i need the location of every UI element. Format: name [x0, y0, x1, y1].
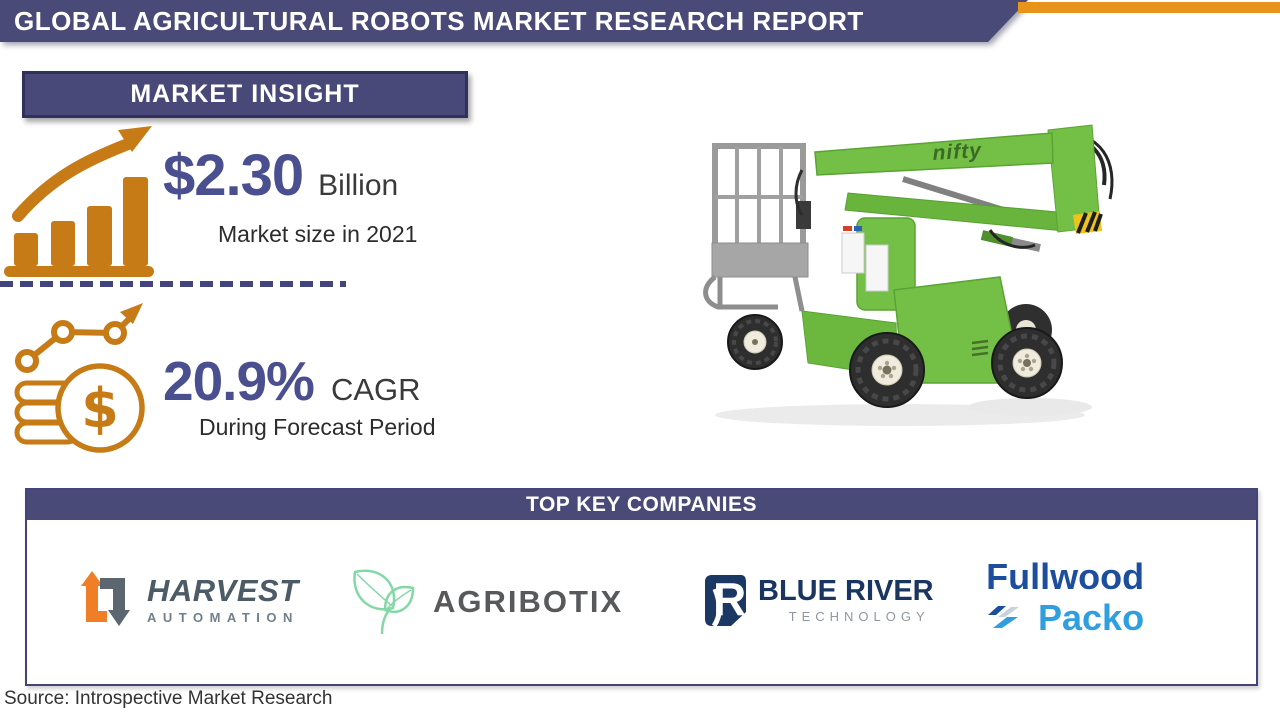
page-title: GLOBAL AGRICULTURAL ROBOTS MARKET RESEAR…: [14, 5, 864, 36]
blue-river-name: BLUE RIVER: [758, 574, 934, 607]
companies-title: TOP KEY COMPANIES: [526, 493, 757, 516]
product-image: nifty: [703, 124, 1114, 426]
market-insight-title: MARKET INSIGHT: [130, 80, 360, 108]
wheels: [727, 314, 1063, 408]
market-size-caption: Market size in 2021: [218, 221, 418, 247]
market-size-value-row: $2.30 Billion: [163, 147, 398, 205]
blue-river-icon: R: [705, 573, 746, 628]
fullwood-name: Fullwood: [986, 556, 1145, 597]
company-logo-harvest: HARVEST AUTOMATION: [77, 568, 299, 632]
fullwood-stripes-icon: [988, 605, 1019, 628]
companies-body: HARVEST AUTOMATION AGRIBOTIX R: [27, 520, 1256, 684]
market-size-value: $2.30: [163, 143, 304, 208]
companies-header: TOP KEY COMPANIES: [27, 490, 1256, 520]
agribotix-leaf-icon: [353, 569, 415, 635]
growth-bars-icon: [4, 126, 154, 277]
market-insight-title-box: MARKET INSIGHT: [22, 71, 468, 118]
platform-basket: [703, 143, 811, 312]
cagr-value: 20.9%: [163, 350, 315, 412]
packo-name: Packo: [1038, 596, 1145, 638]
company-logo-agribotix: AGRIBOTIX: [345, 564, 623, 638]
agribotix-name: AGRIBOTIX: [433, 583, 624, 619]
report-header: GLOBAL AGRICULTURAL ROBOTS MARKET RESEAR…: [0, 0, 1028, 42]
company-logo-fullwood-packo: Fullwood Packo: [985, 558, 1144, 636]
dollar-glyph: $: [81, 377, 119, 440]
report-header-band: GLOBAL AGRICULTURAL ROBOTS MARKET RESEAR…: [0, 0, 1028, 42]
market-size-unit: Billion: [318, 169, 399, 202]
blue-river-sub: TECHNOLOGY: [788, 608, 930, 624]
harvest-icon: [81, 571, 130, 626]
harvest-sub: AUTOMATION: [147, 610, 299, 625]
cagr-unit: CAGR: [330, 372, 421, 407]
dashed-divider: [0, 281, 346, 287]
product-brand-label: nifty: [932, 139, 983, 165]
source-note: Source: Introspective Market Research: [4, 688, 333, 709]
companies-panel: TOP KEY COMPANIES HARVEST AUTOMATION: [25, 488, 1258, 686]
harvest-name: HARVEST: [147, 573, 299, 608]
money-growth-icon: $: [14, 303, 145, 453]
cagr-value-row: 20.9% CAGR: [163, 354, 421, 409]
header-accent-strip: [1018, 2, 1280, 13]
company-logo-blue-river: R BLUE RIVER TECHNOLOGY: [700, 572, 934, 628]
cagr-caption: During Forecast Period: [199, 414, 436, 440]
